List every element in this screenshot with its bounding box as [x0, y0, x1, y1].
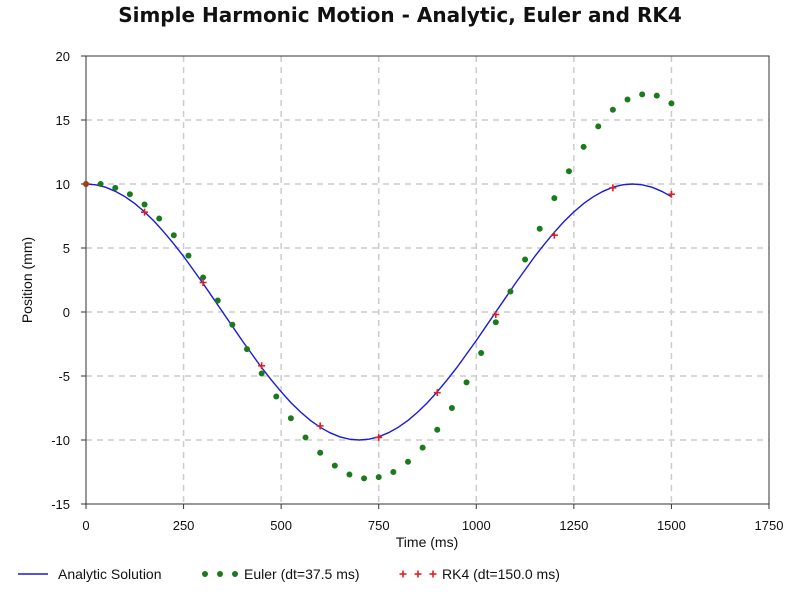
data-point-euler [361, 475, 368, 482]
data-point-euler [419, 444, 426, 451]
data-point-euler [507, 288, 514, 295]
data-point-euler [229, 321, 236, 328]
data-point-euler [492, 319, 499, 326]
data-point-euler [448, 405, 455, 411]
data-point-euler [522, 256, 529, 263]
y-tick-label: -10 [51, 433, 70, 448]
data-point-rk4 [492, 311, 500, 319]
data-point-euler [536, 225, 543, 232]
data-point-euler [214, 297, 221, 304]
data-point-euler [273, 393, 280, 400]
x-tick-label: 1750 [755, 518, 784, 533]
data-point-rk4 [258, 362, 266, 370]
legend-swatch-plus [399, 570, 407, 578]
data-point-euler [126, 191, 133, 198]
y-tick-label: -5 [58, 369, 70, 384]
data-point-euler [170, 232, 177, 239]
data-point-euler [434, 426, 441, 433]
data-point-rk4 [141, 208, 149, 216]
data-point-euler [346, 471, 353, 478]
data-point-euler [156, 215, 163, 222]
data-point-euler [478, 349, 485, 356]
legend-label: RK4 (dt=150.0 ms) [442, 566, 560, 582]
legend-swatch-dot [217, 571, 223, 577]
legend-swatch-dot [202, 571, 208, 577]
data-point-euler [668, 100, 675, 107]
y-axis-label: Position (mm) [19, 237, 35, 323]
data-point-rk4 [609, 184, 617, 192]
legend-swatch-plus [414, 570, 422, 578]
data-point-euler [258, 370, 265, 377]
y-tick-label: -15 [51, 497, 70, 512]
data-point-euler [375, 474, 382, 481]
x-ticks: 0 250 500 750 1000 1250 1500 1750 [82, 504, 783, 533]
data-point-euler [97, 181, 104, 187]
data-point-euler [551, 195, 558, 202]
legend-swatch-plus [429, 570, 437, 578]
legend-item: RK4 (dt=150.0 ms) [399, 566, 560, 582]
grid-lines [86, 56, 769, 504]
data-point-euler [565, 168, 572, 175]
data-point-rk4 [550, 231, 558, 239]
chart-title: Simple Harmonic Motion - Analytic, Euler… [118, 3, 682, 27]
data-point-euler [185, 252, 192, 259]
y-tick-label: 5 [63, 241, 70, 256]
legend: Analytic Solution Euler (dt=37.5 ms) RK4 (… [18, 566, 560, 582]
legend-item: Analytic Solution [18, 566, 162, 582]
data-point-euler [302, 434, 309, 441]
data-point-euler [287, 415, 294, 422]
x-tick-label: 1500 [657, 518, 686, 533]
y-tick-label: 10 [56, 177, 70, 192]
data-point-euler [639, 91, 646, 98]
legend-item: Euler (dt=37.5 ms) [202, 566, 360, 582]
data-point-rk4 [199, 279, 207, 287]
data-point-rk4 [667, 190, 675, 198]
legend-swatch-dot [232, 571, 238, 577]
data-point-euler [390, 469, 397, 475]
x-tick-label: 500 [270, 518, 292, 533]
data-point-euler [317, 449, 324, 456]
data-point-euler [331, 462, 338, 469]
x-tick-label: 250 [173, 518, 195, 533]
x-tick-label: 1250 [559, 518, 588, 533]
y-tick-label: 20 [56, 49, 70, 64]
data-point-euler [580, 143, 587, 150]
data-point-euler [112, 184, 119, 191]
data-point-rk4 [316, 422, 324, 430]
data-point-euler [595, 123, 602, 130]
y-tick-label: 15 [56, 113, 70, 128]
x-axis-label: Time (ms) [396, 534, 458, 550]
legend-label: Euler (dt=37.5 ms) [244, 566, 360, 582]
data-point-rk4 [375, 433, 383, 441]
data-point-rk4 [433, 389, 441, 397]
data-point-rk4 [82, 180, 90, 188]
data-point-euler [141, 201, 148, 208]
y-ticks: -15 -10 -5 0 5 10 15 20 [51, 49, 86, 512]
data-point-euler [624, 96, 631, 103]
x-tick-label: 0 [82, 518, 89, 533]
data-point-euler [653, 92, 660, 99]
y-tick-label: 0 [63, 305, 70, 320]
legend-label: Analytic Solution [58, 566, 162, 582]
x-tick-label: 750 [368, 518, 390, 533]
plot-frame [85, 55, 770, 505]
series-layer [82, 91, 675, 482]
x-tick-label: 1000 [462, 518, 491, 533]
data-point-euler [243, 346, 250, 353]
data-point-euler [463, 379, 470, 386]
data-point-euler [200, 274, 207, 281]
data-point-euler [404, 458, 411, 465]
data-point-euler [609, 106, 616, 113]
